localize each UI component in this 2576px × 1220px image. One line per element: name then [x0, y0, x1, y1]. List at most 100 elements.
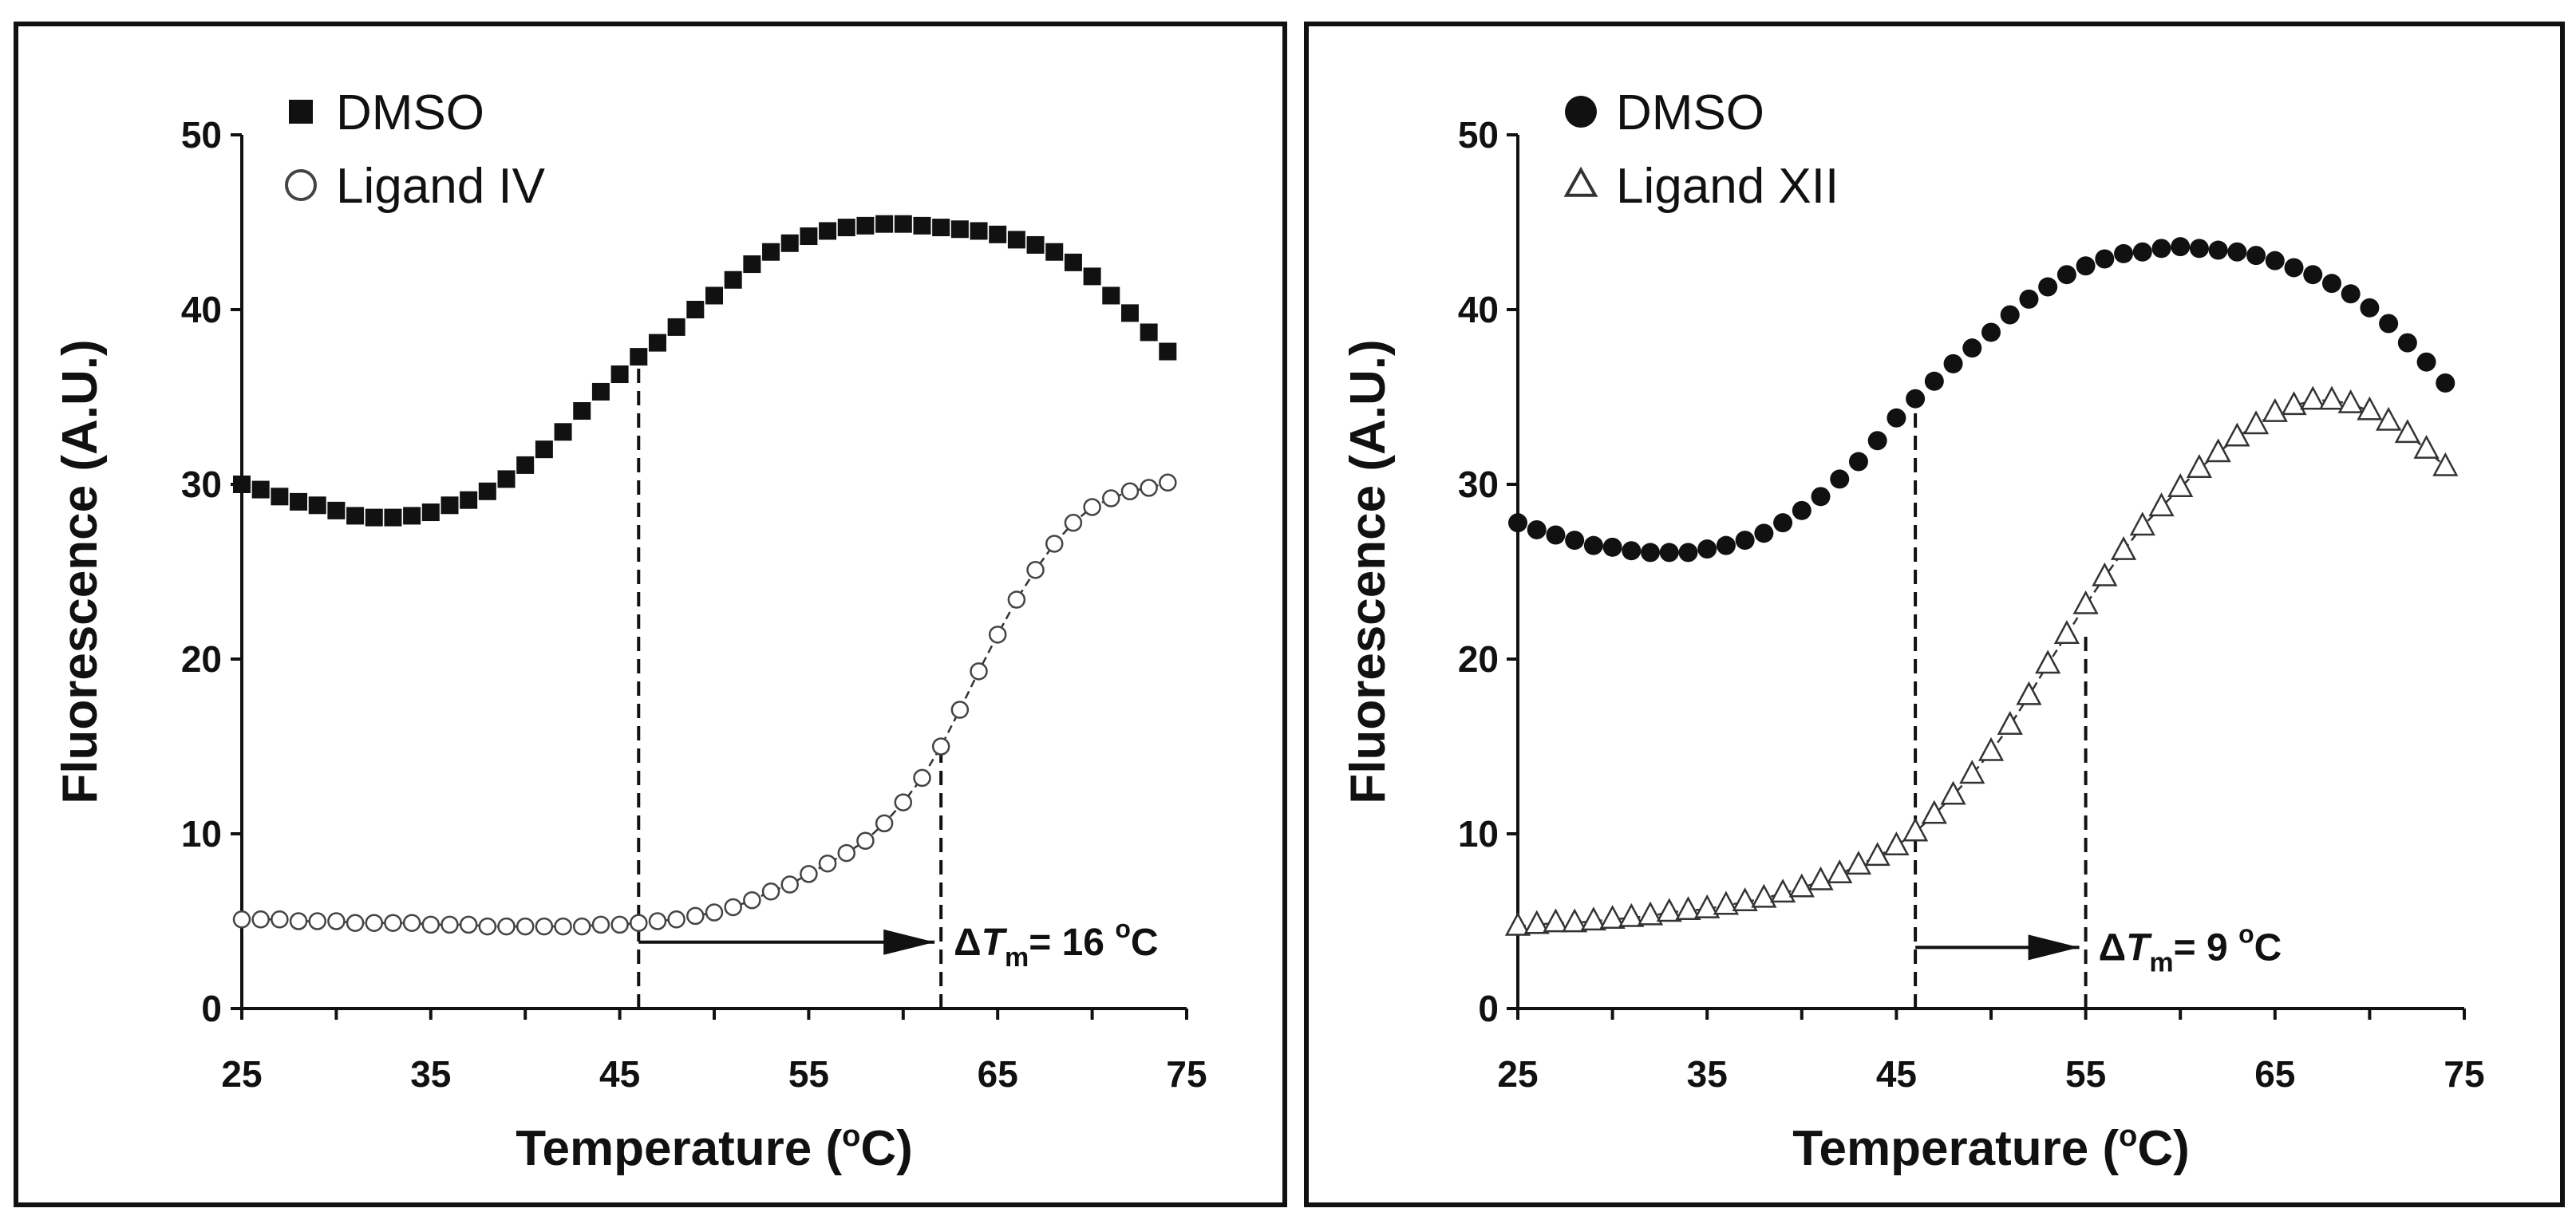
- data-point: [2114, 243, 2134, 263]
- data-point: [2092, 562, 2118, 586]
- series-connector-line: [1517, 399, 2447, 928]
- x-axis-label: Temperature (oC): [1792, 1119, 2189, 1176]
- data-point: [1565, 531, 1585, 551]
- data-point: [2242, 410, 2270, 435]
- y-tick-label: 20: [1458, 638, 1499, 680]
- data-point: [497, 470, 516, 488]
- data-point: [2394, 419, 2420, 444]
- tm-symbol: T: [2126, 926, 2152, 969]
- y-tick-label: 10: [1458, 813, 1499, 855]
- data-point: [800, 865, 818, 883]
- data-point: [780, 875, 799, 894]
- data-point: [365, 508, 383, 527]
- legend-label: Ligand IV: [336, 159, 546, 214]
- data-point: [1026, 235, 1045, 254]
- data-point: [2360, 298, 2380, 318]
- data-point: [441, 496, 459, 515]
- data-point: [1026, 561, 1045, 579]
- data-point: [648, 912, 667, 930]
- x-tick-label: 75: [1166, 1053, 1207, 1095]
- data-point: [365, 914, 384, 932]
- x-tick-label: 75: [2444, 1053, 2484, 1095]
- data-point: [1656, 898, 1682, 922]
- degree-superscript: o: [1115, 914, 1131, 943]
- data-point: [819, 222, 837, 240]
- y-tick-label: 0: [201, 988, 222, 1029]
- x-axis-label: Temperature (oC): [516, 1119, 912, 1176]
- data-point: [894, 215, 912, 233]
- data-point: [2357, 396, 2383, 420]
- data-point: [837, 843, 856, 863]
- data-point: [2436, 373, 2455, 393]
- data-point: [2341, 284, 2361, 304]
- data-point: [1697, 539, 1717, 559]
- y-tick-label: 50: [1458, 114, 1499, 156]
- degree-superscript: o: [2238, 919, 2254, 948]
- tm-symbol: T: [982, 922, 1008, 964]
- data-point: [630, 914, 648, 932]
- data-point: [2379, 314, 2399, 334]
- data-point: [1827, 859, 1853, 884]
- data-point: [289, 912, 308, 930]
- x-axis-label-text: Temperature (: [1792, 1121, 2119, 1176]
- series-ligand-xii: [1504, 385, 2459, 936]
- data-point: [1637, 901, 1664, 926]
- data-point: [1523, 910, 1550, 934]
- data-point: [780, 234, 799, 252]
- data-point: [554, 423, 572, 441]
- data-point: [1773, 513, 1793, 533]
- data-point: [441, 915, 459, 934]
- x-tick-label: 25: [221, 1053, 262, 1095]
- data-point: [950, 701, 970, 719]
- series-connector-line: [242, 481, 1168, 928]
- data-point: [1602, 537, 1622, 557]
- shift-arrow-head: [883, 929, 935, 955]
- data-point: [460, 491, 478, 509]
- data-point: [1504, 911, 1531, 936]
- data-point: [2318, 385, 2345, 410]
- data-point: [950, 220, 969, 239]
- data-point: [2300, 385, 2326, 410]
- data-point: [1808, 866, 1834, 890]
- data-point: [610, 915, 629, 934]
- data-point: [2265, 251, 2285, 270]
- x-axis-label-unit: C): [860, 1121, 912, 1176]
- y-tick-label: 20: [181, 638, 222, 680]
- legend-marker: [289, 100, 313, 124]
- y-tick-label: 40: [181, 289, 222, 330]
- data-point: [459, 915, 478, 934]
- data-point: [554, 917, 572, 936]
- data-point: [327, 501, 346, 519]
- data-point: [271, 488, 289, 506]
- y-tick-label: 50: [181, 114, 222, 156]
- data-point: [1140, 323, 1158, 342]
- data-point: [1981, 322, 2001, 342]
- data-point: [2413, 434, 2440, 459]
- data-point: [421, 915, 441, 934]
- data-point: [1641, 543, 1661, 563]
- data-point: [2132, 242, 2152, 262]
- data-point: [2038, 277, 2058, 297]
- data-point: [1675, 896, 1701, 921]
- data-point: [251, 480, 270, 499]
- data-point: [2129, 511, 2155, 536]
- data-point: [1120, 304, 1139, 322]
- data-point: [516, 917, 535, 936]
- data-point: [1906, 389, 1926, 409]
- data-point: [1527, 519, 1547, 539]
- data-point: [346, 914, 365, 932]
- data-point: [1508, 513, 1527, 533]
- data-point: [1830, 469, 1850, 489]
- data-point: [970, 662, 988, 681]
- data-point: [2321, 274, 2341, 294]
- data-point: [232, 910, 251, 929]
- data-point: [2186, 454, 2213, 478]
- data-point: [572, 917, 591, 936]
- x-tick-label: 55: [2065, 1053, 2106, 1095]
- data-point: [2208, 240, 2228, 260]
- x-axis-label-text: Temperature (: [516, 1121, 842, 1176]
- data-point: [1716, 535, 1736, 555]
- data-point: [1007, 590, 1026, 609]
